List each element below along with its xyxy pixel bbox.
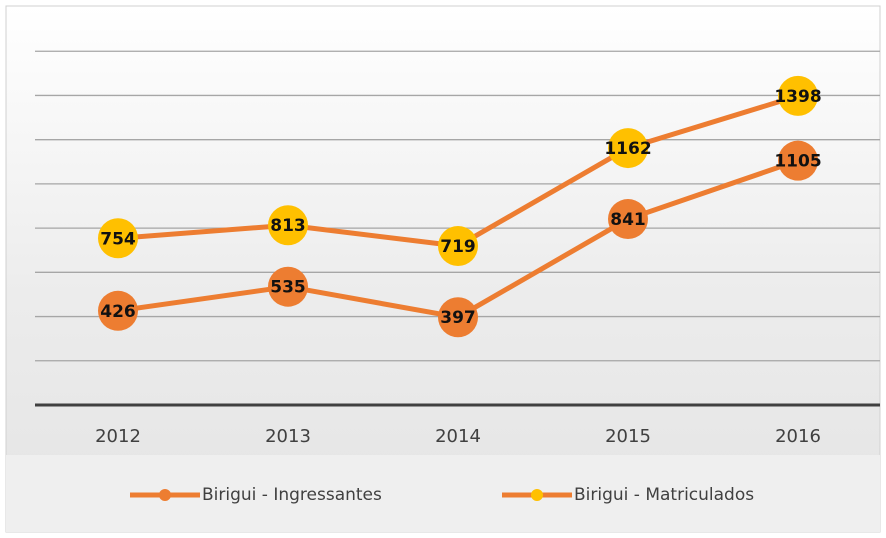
chart-background <box>5 5 881 533</box>
data-label: 813 <box>270 216 306 236</box>
data-label: 1105 <box>774 152 821 172</box>
legend-label: Birigui - Matriculados <box>574 485 754 505</box>
data-label: 1398 <box>774 87 821 107</box>
marker <box>98 290 138 331</box>
data-label: 719 <box>440 237 476 257</box>
marker <box>608 199 648 240</box>
x-tick-label: 2013 <box>265 426 311 447</box>
data-label: 841 <box>610 210 646 230</box>
marker <box>438 226 478 267</box>
legend-marker <box>159 489 171 501</box>
legend-marker <box>531 489 543 501</box>
marker <box>608 128 648 169</box>
marker <box>778 75 818 116</box>
x-tick-label: 2016 <box>775 426 821 447</box>
marker <box>268 266 308 307</box>
data-label: 397 <box>440 308 476 328</box>
data-label: 1162 <box>604 139 651 159</box>
legend-label: Birigui - Ingressantes <box>202 485 382 505</box>
x-tick-label: 2015 <box>605 426 651 447</box>
x-tick-label: 2014 <box>435 426 481 447</box>
marker <box>438 297 478 338</box>
data-label: 754 <box>100 229 136 249</box>
x-tick-label: 2012 <box>95 426 141 447</box>
data-label: 426 <box>100 302 136 322</box>
marker <box>268 205 308 246</box>
marker <box>98 218 138 259</box>
marker <box>778 140 818 181</box>
data-label: 535 <box>270 278 306 298</box>
